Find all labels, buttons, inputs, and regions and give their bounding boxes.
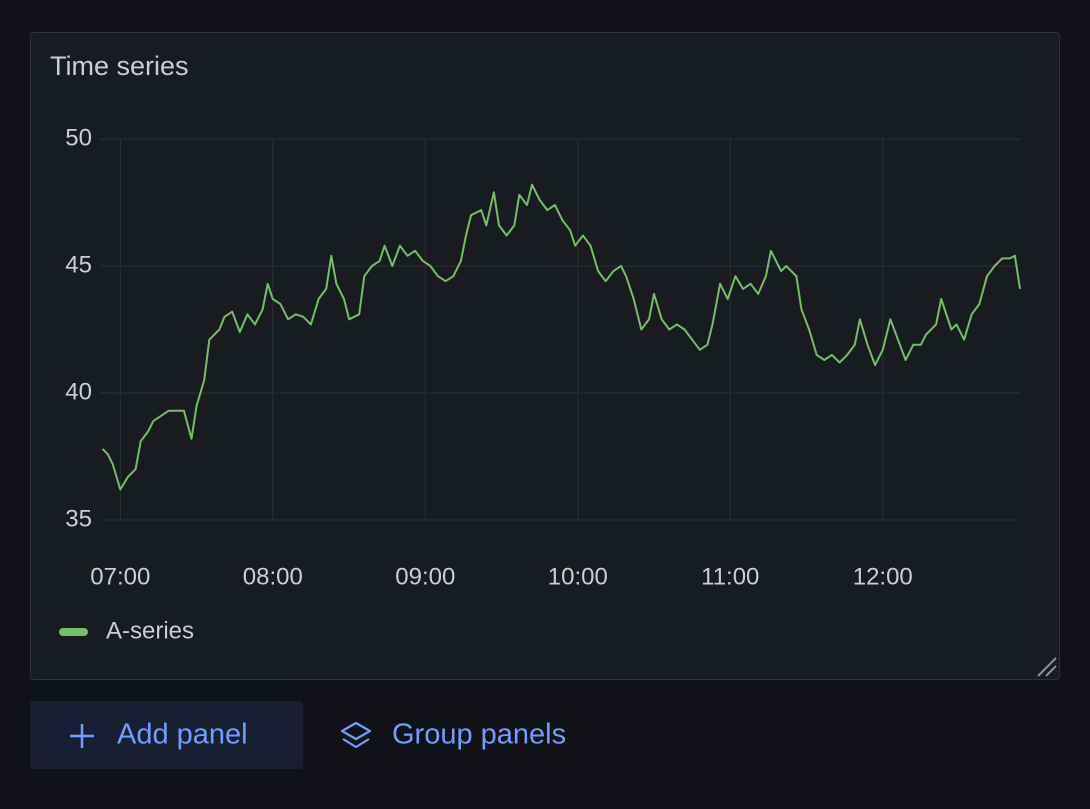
y-tick-label: 50 <box>65 124 92 151</box>
series-line <box>101 183 1021 491</box>
plus-icon <box>70 724 94 748</box>
legend-swatch <box>59 628 88 636</box>
y-tick-label: 35 <box>65 505 92 532</box>
x-tick-label: 09:00 <box>395 563 455 590</box>
panel-title: Time series <box>50 51 189 81</box>
x-tick-label: 12:00 <box>853 563 913 590</box>
add-panel-label[interactable]: Add panel <box>117 719 248 751</box>
panel <box>30 32 1060 680</box>
add-panel-button[interactable] <box>30 701 303 769</box>
legend-label: A-series <box>106 617 194 644</box>
x-tick-label: 08:00 <box>243 563 303 590</box>
x-tick-label: 11:00 <box>701 563 759 590</box>
x-tick-label: 07:00 <box>90 563 150 590</box>
y-tick-label: 40 <box>65 378 92 405</box>
layers-icon <box>340 721 372 749</box>
resize-handle[interactable] <box>1037 657 1057 677</box>
group-panels-label[interactable]: Group panels <box>392 719 566 751</box>
y-tick-label: 45 <box>65 251 92 278</box>
x-tick-label: 10:00 <box>548 563 608 590</box>
